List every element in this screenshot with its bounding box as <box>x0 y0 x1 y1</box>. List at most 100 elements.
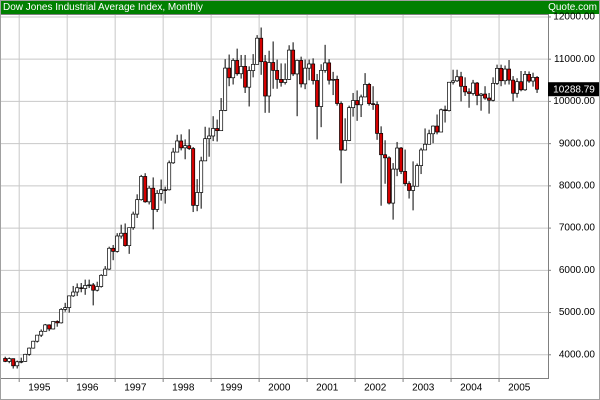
candle-body <box>151 187 156 210</box>
candle-body <box>119 232 124 237</box>
candle-body <box>447 81 452 111</box>
candle-body <box>183 145 188 149</box>
candle-body <box>503 68 508 82</box>
candle-body <box>423 143 428 151</box>
candle-body <box>491 82 496 101</box>
candle-body <box>75 287 80 293</box>
candle-body <box>267 62 272 97</box>
candle-body <box>471 82 475 94</box>
y-tick-label: 8000.00 <box>559 181 596 192</box>
candle-body <box>67 295 72 308</box>
candle-body <box>275 70 280 80</box>
candle-body <box>271 62 276 71</box>
candle-body <box>15 361 20 367</box>
y-tick-label: 12000.00 <box>553 12 595 23</box>
candle-body <box>59 309 64 324</box>
candle-body <box>55 321 60 324</box>
candle-body <box>7 358 12 362</box>
candle-body <box>475 82 480 96</box>
y-tick-label: 5000.00 <box>559 307 596 318</box>
candle-body <box>83 285 88 289</box>
header-bar <box>0 0 600 14</box>
candle-body <box>443 109 448 111</box>
candle-body <box>403 171 408 184</box>
candle-body <box>31 340 36 349</box>
candle-body <box>231 60 236 79</box>
candle-body <box>523 73 528 91</box>
y-tick-label: 10000.00 <box>553 96 595 107</box>
candle-body <box>331 78 336 81</box>
candle-body <box>283 79 288 83</box>
candle-body <box>419 149 424 166</box>
candle-body <box>167 162 172 191</box>
candle-body <box>295 60 300 75</box>
candle-body <box>103 268 108 276</box>
candle-body <box>319 70 324 107</box>
candle-body <box>487 97 492 101</box>
last-price-box <box>548 82 599 97</box>
candle-body <box>195 192 200 206</box>
candle-body <box>291 49 296 75</box>
candle-body <box>527 73 531 82</box>
candle-body <box>323 62 328 71</box>
x-tick-label: 2001 <box>316 383 339 394</box>
candle-body <box>307 63 312 69</box>
candle-body <box>511 79 516 94</box>
candle-body <box>311 63 316 81</box>
candle-body <box>243 66 248 88</box>
candle-body <box>159 189 164 194</box>
candle-body <box>91 284 96 291</box>
candle-body <box>427 133 432 145</box>
candle-body <box>35 334 40 342</box>
candle-body <box>383 154 388 159</box>
candle-body <box>71 291 76 297</box>
candle-body <box>19 361 24 363</box>
candle-body <box>327 62 332 81</box>
candle-body <box>287 49 292 80</box>
candle-body <box>3 358 8 362</box>
candle-body <box>455 76 460 82</box>
candle-body <box>483 93 487 99</box>
x-tick-label: 2003 <box>412 383 435 394</box>
x-tick-label: 1995 <box>28 383 51 394</box>
candle-body <box>343 140 348 151</box>
candle-body <box>135 199 140 215</box>
candle-body <box>515 81 519 94</box>
candle-body <box>459 76 463 87</box>
chart-title: Dow Jones Industrial Average Index, Mont… <box>3 2 203 13</box>
candle-body <box>259 37 264 63</box>
candle-body <box>315 80 320 107</box>
candle-body <box>147 187 152 203</box>
x-tick-label: 1997 <box>124 383 147 394</box>
candle-body <box>139 176 144 201</box>
x-tick-label: 2002 <box>364 383 387 394</box>
source: Quote.com <box>548 2 597 13</box>
candle-body <box>339 103 344 151</box>
candle-body <box>263 61 268 97</box>
x-tick-label: 2000 <box>268 383 291 394</box>
x-tick-label: 1996 <box>76 383 99 394</box>
candle-body <box>207 135 212 140</box>
candle-body <box>199 160 204 193</box>
candle-body <box>431 125 436 135</box>
candle-body <box>47 324 52 330</box>
candle-body <box>223 67 228 111</box>
candle-body <box>395 147 400 170</box>
candle-body <box>507 68 511 81</box>
candle-body <box>155 192 160 210</box>
candle-body <box>379 133 384 156</box>
candle-body <box>519 81 523 91</box>
candle-body <box>347 107 352 141</box>
candle-body <box>95 286 100 291</box>
candle-body <box>495 67 499 84</box>
candle-body <box>27 347 32 355</box>
candle-body <box>211 128 216 137</box>
candle-body <box>219 110 224 132</box>
candle-body <box>23 353 28 362</box>
candle-body <box>191 148 196 206</box>
x-tick-label: 2004 <box>460 383 483 394</box>
candle-body <box>163 189 168 191</box>
y-tick-label: 11000.00 <box>554 54 595 65</box>
candle-body <box>355 100 360 106</box>
